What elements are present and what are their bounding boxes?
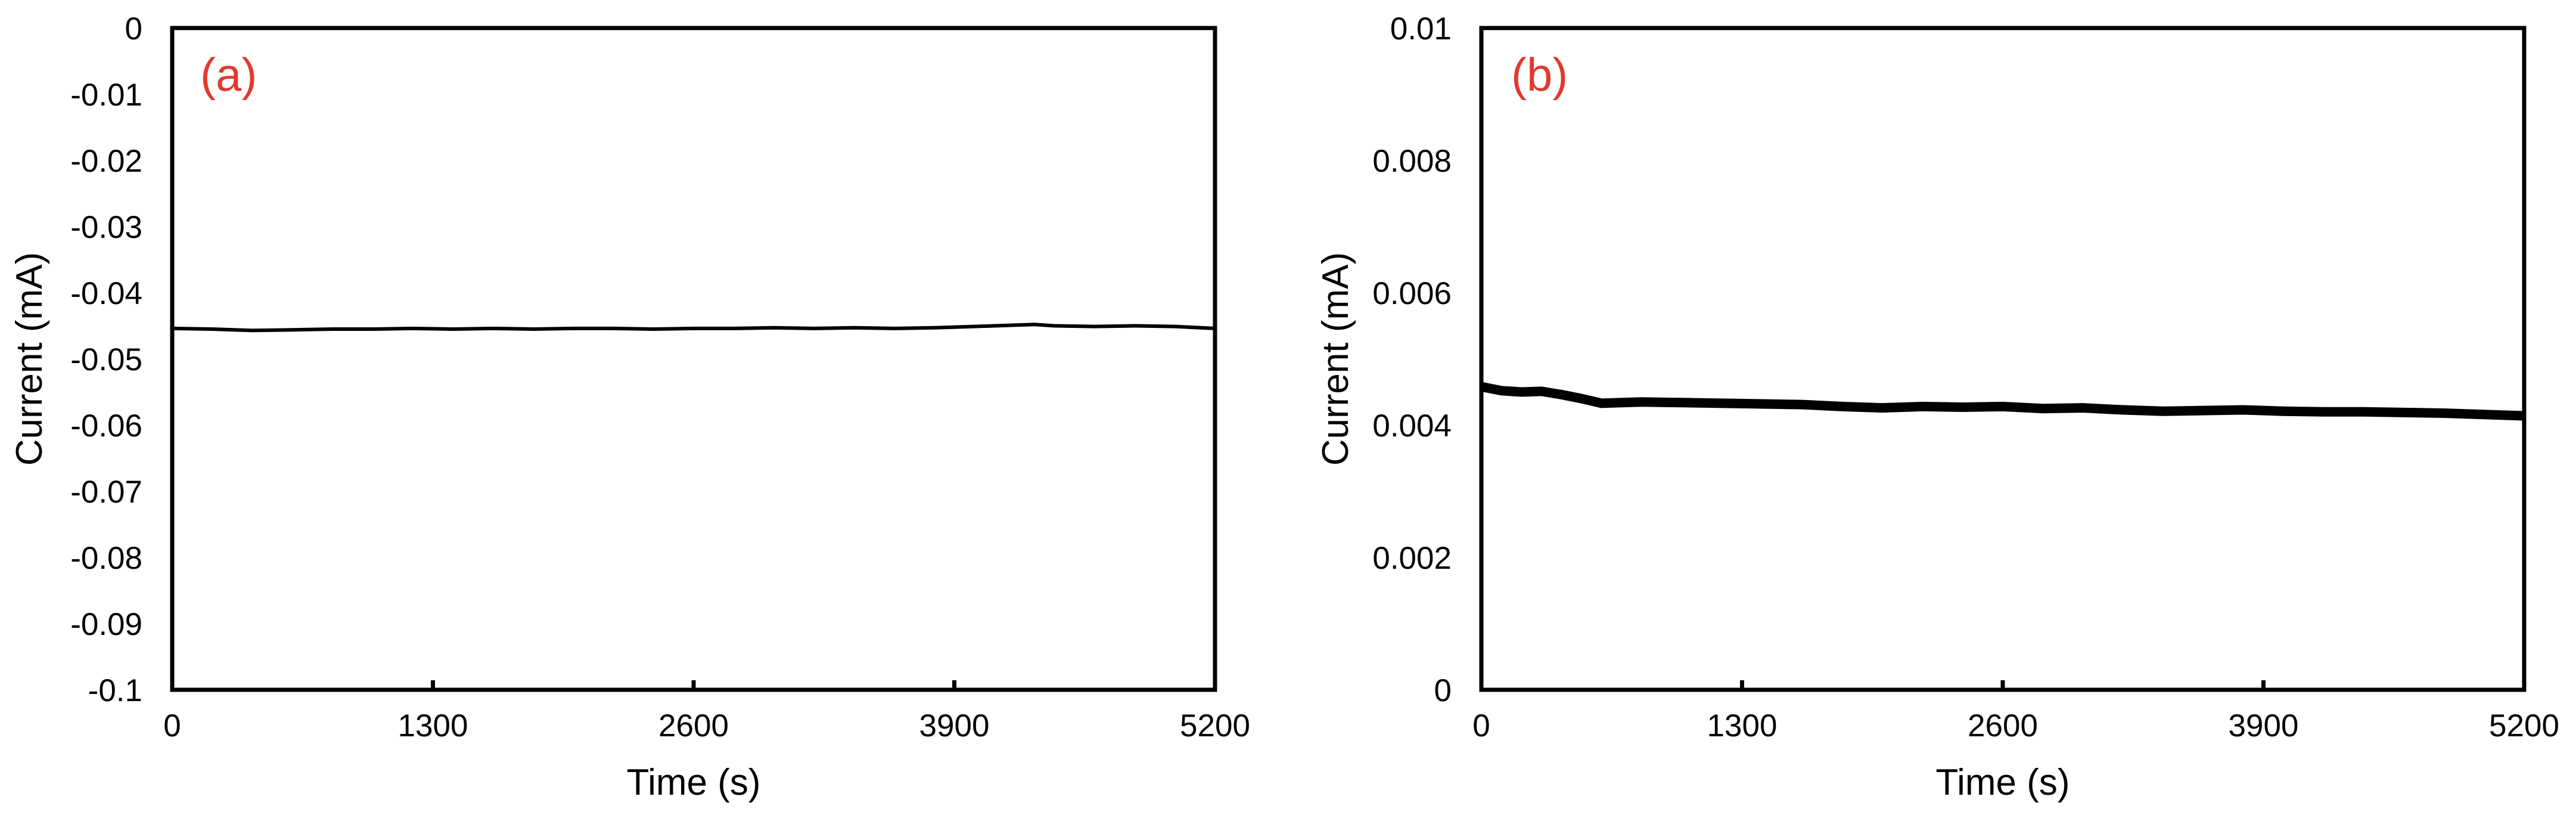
panel-b-y-tick-label: 0.01: [1390, 11, 1452, 47]
panel-a-y-tick-label: -0.01: [70, 78, 142, 113]
panel-b-y-tick-label: 0.008: [1372, 144, 1452, 179]
panel-a-x-tick-label: 2600: [658, 708, 729, 743]
panel-a-y-tick-label: -0.03: [70, 210, 142, 245]
panel-a-series-line: [172, 323, 1216, 333]
panel-a-x-tick-label: 1300: [398, 708, 468, 743]
panel-b-x-tick-label: 2600: [1968, 708, 2038, 743]
panel-b-y-tick-labels: 0.01 0.008 0.006 0.004 0.002 0: [1372, 11, 1452, 708]
panel-b-x-tick-label: 3900: [2229, 708, 2299, 743]
panel-b-x-tick-label: 1300: [1707, 708, 1778, 743]
panel-a-x-axis-title: Time (s): [627, 762, 761, 803]
panel-a-y-tick-label: -0.09: [70, 607, 142, 642]
panel-a-y-tick-label: -0.05: [70, 342, 142, 377]
panel-a-y-axis-title: Current (mA): [9, 252, 50, 466]
panel-b-y-tick-label: 0: [1434, 673, 1452, 708]
panel-b-x-tick-label: 5200: [2489, 708, 2559, 743]
panel-b: 0.01 0.008 0.006 0.004 0.002 0 0 1300 2600 3900 5…: [1315, 11, 2559, 803]
panel-b-x-ticks: [1740, 680, 2266, 690]
panel-a-label: (a): [200, 48, 257, 101]
panel-b-x-tick-labels: 0 1300 2600 3900 5200: [1472, 708, 2559, 743]
panel-a-y-tick-label: -0.02: [70, 144, 142, 179]
panel-a-x-tick-label: 0: [163, 708, 181, 743]
panel-a-y-tick-label: -0.07: [70, 475, 142, 510]
panel-b-series-line: [1480, 382, 2525, 421]
panel-b-y-tick-label: 0.002: [1372, 541, 1452, 576]
panel-b-y-axis-title: Current (mA): [1315, 252, 1356, 466]
panel-a-y-tick-labels: 0 -0.01 -0.02 -0.03 -0.04 -0.05 -0.06 -0.07 -0.0…: [70, 11, 142, 708]
panel-a-y-tick-label: 0: [125, 11, 142, 47]
panel-a-x-tick-label: 3900: [919, 708, 990, 743]
panel-a-y-tick-label: -0.1: [88, 673, 142, 708]
panel-a-y-tick-label: -0.04: [70, 276, 142, 311]
panel-b-label: (b): [1511, 48, 1568, 101]
panel-b-y-tick-label: 0.004: [1372, 408, 1452, 444]
panel-a-x-ticks: [431, 680, 956, 690]
panel-b-x-tick-label: 0: [1472, 708, 1490, 743]
panel-a: 0 -0.01 -0.02 -0.03 -0.04 -0.05 -0.06 -0.07 -0.0…: [9, 11, 1250, 803]
panel-a-x-tick-label: 5200: [1180, 708, 1250, 743]
panel-b-y-tick-label: 0.006: [1372, 276, 1452, 311]
panel-b-x-axis-title: Time (s): [1936, 762, 2070, 803]
panel-a-y-tick-label: -0.08: [70, 541, 142, 576]
panel-a-x-tick-labels: 0 1300 2600 3900 5200: [163, 708, 1250, 743]
panel-a-y-tick-label: -0.06: [70, 408, 142, 444]
